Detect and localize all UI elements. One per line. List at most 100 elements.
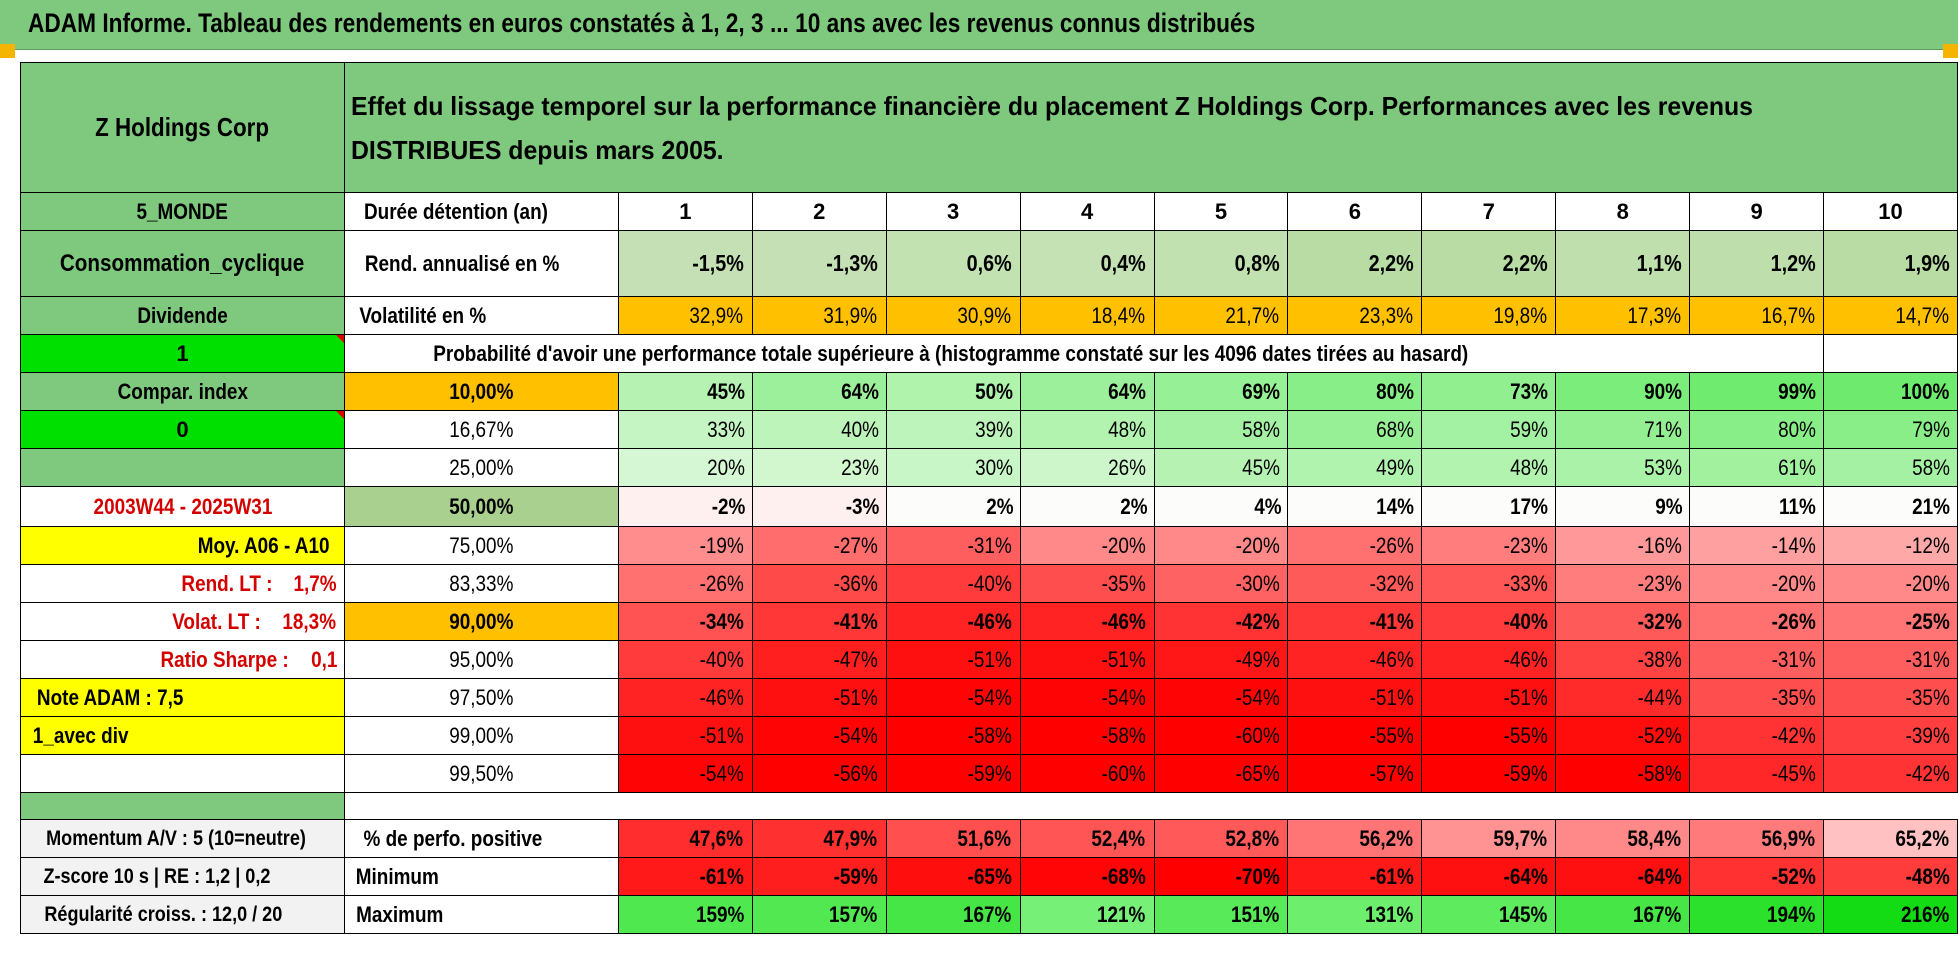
stats-value-cell: 51,6% [885, 819, 1021, 858]
volatility-cell: 17,3% [1555, 296, 1691, 335]
probability-cell-text: 4% [1253, 493, 1282, 519]
probability-cell: 61% [1689, 448, 1825, 487]
probability-cell-text: 30% [974, 454, 1013, 480]
probability-cell: -25% [1823, 602, 1958, 641]
probability-cell: -40% [617, 640, 753, 679]
probability-cell: -54% [885, 678, 1021, 717]
fund-name: Z Holdings Corp [95, 112, 270, 142]
stats-value-cell: 194% [1689, 895, 1825, 934]
probability-cell-text: 49% [1376, 454, 1415, 480]
probability-cell: -23% [1421, 526, 1557, 565]
year-header-cell-text: 6 [1348, 198, 1361, 224]
flag-one-cell-text: 1 [176, 340, 189, 366]
year-header-cell: 6 [1287, 192, 1423, 231]
probability-cell-text: -60% [1101, 760, 1146, 786]
volatility-cell-text: 18,4% [1091, 302, 1146, 328]
probability-cell-text: -41% [1369, 608, 1414, 634]
income-cell: Dividende [20, 296, 345, 335]
probability-cell: -41% [1287, 602, 1423, 641]
stats-value-cell-text: -68% [1101, 863, 1146, 889]
threshold-cell-text: 83,33% [449, 570, 514, 596]
probability-cell: -56% [751, 754, 887, 793]
threshold-cell: 50,00% [344, 486, 619, 527]
stats-value-cell-text: 52,8% [1225, 825, 1280, 851]
stats-value-cell: 52,8% [1153, 819, 1289, 858]
probability-cell: -35% [1823, 678, 1958, 717]
probability-cell: -20% [1689, 564, 1825, 603]
sharpe-cell: Ratio Sharpe : 0,1 [20, 640, 345, 679]
probability-cell: -51% [1287, 678, 1423, 717]
probability-cell-text: 80% [1376, 378, 1415, 404]
stats-row: Régularité croiss. : 12,0 / 20 Maximum 159… [20, 895, 1958, 934]
probability-cell: -46% [1019, 602, 1155, 641]
probability-cell-text: -32% [1369, 570, 1414, 596]
probability-cell-text: 17% [1510, 493, 1549, 519]
probability-cell: -54% [1153, 678, 1289, 717]
stats-value-cell: 167% [885, 895, 1021, 934]
annualized-return-cell-text: 0,4% [1100, 250, 1146, 276]
probability-cell-text: -20% [1101, 532, 1146, 558]
probability-cell-text: 50% [974, 378, 1013, 404]
probability-cell-text: -58% [967, 722, 1013, 748]
probability-cell-text: -54% [1235, 684, 1280, 710]
performance-table: Z Holdings Corp Effet du lissage tempore… [20, 62, 1958, 934]
volatility-cell: 23,3% [1287, 296, 1423, 335]
stats-value-cell: -52% [1689, 857, 1825, 896]
blank-green-cell [20, 448, 345, 487]
annualized-return-cell: 2,2% [1421, 230, 1557, 297]
probability-cell-text: 64% [840, 378, 879, 404]
probability-cell: -34% [617, 602, 753, 641]
probability-cell-text: 69% [1242, 378, 1281, 404]
probability-cell-text: -46% [967, 608, 1013, 634]
probability-cell: -42% [1689, 716, 1825, 755]
probability-cell-text: -54% [700, 760, 745, 786]
probability-cell: 4% [1153, 486, 1289, 527]
rend-label-cell-text: Rend. annualisé en % [364, 250, 560, 276]
stats-value-cell: -65% [885, 857, 1021, 896]
probability-cell-text: 20% [706, 454, 745, 480]
stats-value-cell: 47,9% [751, 819, 887, 858]
vol-label-cell-text: Volatilité en % [359, 302, 487, 328]
annualized-return-cell: 0,6% [885, 230, 1021, 297]
probability-cell-text: -47% [833, 646, 879, 672]
avec-div-cell: 1_avec div [20, 716, 345, 755]
probability-cell-text: -20% [1235, 532, 1280, 558]
probability-row: 25,00% 20% 23% 30% 26% 45% 49% 48% 53% 61% 58% [20, 448, 1958, 487]
probability-cell: -23% [1555, 564, 1691, 603]
rend-lt-cell-value: 1,7% [293, 570, 337, 596]
probability-cell-text: -46% [1503, 646, 1548, 672]
probability-cell-text: -40% [700, 646, 745, 672]
year-header-row: 5_MONDE Durée détention (an) 1 2 3 4 5 6 7 8 9 10 [20, 192, 1958, 231]
probability-cell-text: 48% [1510, 454, 1549, 480]
annualized-return-cell: 2,2% [1287, 230, 1423, 297]
probability-cell: -26% [617, 564, 753, 603]
probability-cell-text: -54% [833, 722, 879, 748]
stats-left-cell-text: Z-score 10 s | RE : 1,2 | 0,2 [43, 864, 271, 888]
probability-cell-text: 58% [1242, 416, 1281, 442]
probability-cell-text: -54% [967, 684, 1013, 710]
probability-cell: -32% [1287, 564, 1423, 603]
volatility-cell: 14,7% [1823, 296, 1958, 335]
volatility-cell-text: 23,3% [1359, 302, 1413, 328]
volatility-cell-text: 32,9% [689, 302, 744, 328]
sheet-corner-right-marker [1943, 44, 1958, 58]
volat-lt-cell: Volat. LT : 18,3% [20, 602, 345, 641]
stats-left-cell: Z-score 10 s | RE : 1,2 | 0,2 [20, 857, 345, 896]
probability-cell: 20% [617, 448, 753, 487]
probability-cell: 9% [1555, 486, 1691, 527]
year-header-cell-text: 9 [1750, 198, 1763, 224]
probability-cell-text: -51% [1369, 684, 1414, 710]
annualized-return-cell-text: 2,2% [1368, 250, 1414, 276]
probability-cell: -55% [1421, 716, 1557, 755]
probability-cell: -33% [1421, 564, 1557, 603]
volatility-cell-text: 30,9% [957, 302, 1012, 328]
probability-cell-text: -27% [833, 532, 879, 558]
probability-cell-text: -40% [967, 570, 1013, 596]
flag-zero-cell: 0 [20, 410, 345, 449]
probability-cell-text: 100% [1900, 378, 1950, 404]
volatility-cell: 18,4% [1019, 296, 1155, 335]
probability-cell-text: -23% [1637, 570, 1682, 596]
probability-cell: -46% [885, 602, 1021, 641]
flag-one-cell: 1 [20, 334, 345, 373]
probability-cell: -59% [1421, 754, 1557, 793]
